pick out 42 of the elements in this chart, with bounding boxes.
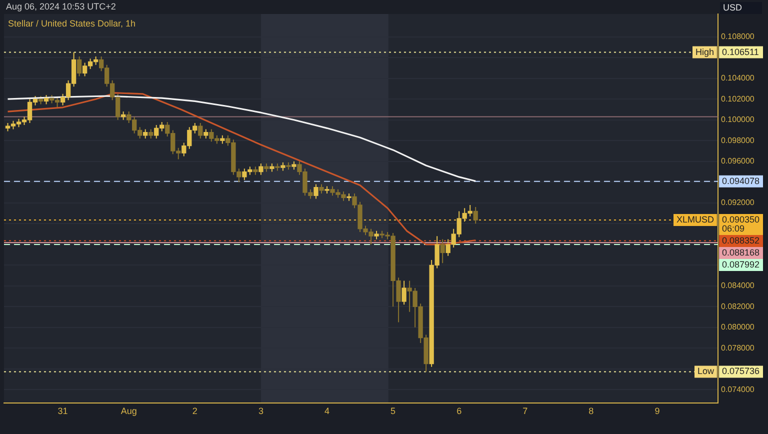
candlestick	[253, 166, 258, 176]
y-tick-label: 0.100000	[721, 115, 755, 124]
y-tick-label: 0.098000	[721, 136, 755, 145]
ref-line-label: 0.106511	[722, 46, 759, 57]
x-tick-label: 9	[654, 406, 660, 416]
y-tick-label: 0.078000	[721, 343, 755, 352]
ref-line-label: 0.094078	[722, 176, 760, 186]
x-tick-label: 4	[324, 406, 330, 416]
annotation: Low	[697, 366, 714, 376]
y-tick-label: 0.082000	[721, 302, 755, 311]
ref-line-label: 0.090350	[722, 214, 760, 224]
candlestick	[402, 280, 406, 306]
y-tick-label: 0.104000	[721, 74, 755, 83]
x-tick-label: 8	[588, 406, 594, 416]
candlestick	[440, 238, 445, 264]
y-tick-label: 0.092000	[721, 198, 755, 208]
candlestick	[473, 206, 478, 224]
ref-line-label: 0.087992	[722, 260, 760, 270]
y-tick-label: 0.102000	[721, 94, 755, 104]
x-tick-label: 2	[192, 406, 198, 416]
text: Stellar / United States Dollar, 1h	[8, 18, 136, 28]
text: 06:09	[722, 224, 745, 234]
y-axis-title: USD	[723, 2, 742, 12]
y-tick-label: 0.096000	[721, 156, 755, 166]
ref-line-label: 0.075736	[722, 366, 760, 376]
x-tick-label: 7	[522, 406, 528, 416]
y-tick-label: 0.080000	[721, 322, 755, 332]
x-tick-label: 6	[456, 406, 462, 416]
text: Aug 06, 2024 10:53 UTC+2	[6, 1, 116, 12]
y-tick-label: 0.084000	[721, 281, 755, 290]
x-tick-label: 3	[258, 406, 264, 416]
y-tick-label: 0.108000	[721, 32, 755, 42]
annotation: XLMUSD	[676, 214, 714, 224]
ref-line-label: 0.088168	[722, 248, 760, 258]
candlestick	[76, 56, 82, 77]
candlestick	[346, 193, 352, 202]
x-tick-label: 31	[58, 406, 68, 416]
x-tick-label: 5	[390, 406, 396, 416]
x-tick-label: Aug	[120, 406, 137, 416]
y-tick-label: 0.074000	[721, 384, 755, 394]
annotation: High	[695, 46, 714, 57]
ref-line-label: 0.088352	[722, 236, 760, 246]
